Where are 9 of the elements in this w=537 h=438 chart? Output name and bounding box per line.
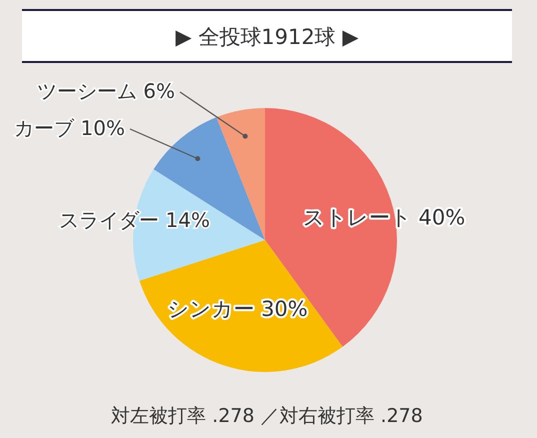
text: 対左被打率 .278 ／対右被打率 .278 (111, 405, 423, 427)
slice-label: ストレート 40% (302, 206, 466, 230)
chart-title: ▶ 全投球1912球 ▶ (175, 25, 360, 49)
slice-label: スライダー 14% (59, 208, 210, 232)
pie-slice (216, 108, 265, 240)
slice-label: シンカー 30% (167, 297, 308, 322)
pie-slice (139, 240, 343, 372)
slice-label: ツーシーム 6% (36, 79, 175, 103)
slice-label: カーブ 10% (14, 116, 125, 140)
